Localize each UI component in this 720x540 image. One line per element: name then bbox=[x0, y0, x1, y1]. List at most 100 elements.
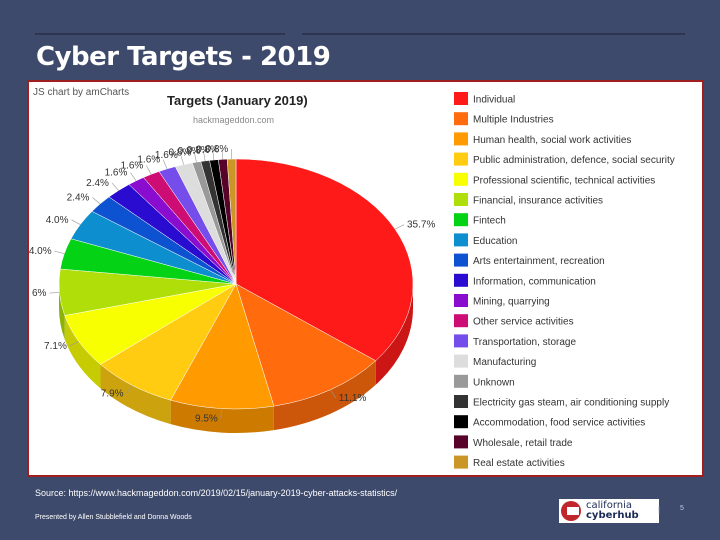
legend-item-label[interactable]: Other service activities bbox=[473, 317, 574, 328]
legend-item-label[interactable]: Mining, quarrying bbox=[473, 297, 550, 308]
presenter-credit: Presented by Allen Stubblefield and Donn… bbox=[35, 514, 192, 521]
slice-label-leader bbox=[49, 292, 60, 294]
pie-chart: JS chart by amCharts Targets (January 20… bbox=[29, 87, 675, 469]
legend-swatch[interactable] bbox=[454, 172, 468, 186]
slice-label: 0.8% bbox=[168, 147, 191, 158]
slice-label: 1.6% bbox=[137, 155, 160, 166]
chart-credit[interactable]: JS chart by amCharts bbox=[33, 87, 129, 98]
legend-item-label[interactable]: Individual bbox=[473, 95, 515, 106]
slice-label-leader bbox=[180, 154, 184, 165]
legend-swatch[interactable] bbox=[454, 395, 468, 408]
title-rule-right bbox=[302, 33, 685, 35]
legend-swatch[interactable] bbox=[454, 92, 468, 105]
legend: Individual Multiple Industries Human healt… bbox=[454, 92, 675, 469]
source-citation: Source: https://www.hackmageddon.com/201… bbox=[35, 488, 398, 498]
slice-label-leader bbox=[126, 385, 133, 394]
slice-label-leader bbox=[394, 224, 405, 230]
chart-watermark: hackmageddon.com bbox=[193, 115, 274, 125]
slice-label-leader bbox=[330, 389, 337, 399]
legend-item-label[interactable]: Human health, social work activities bbox=[473, 135, 631, 146]
slice-label: 11.1% bbox=[339, 393, 367, 404]
legend-swatch[interactable] bbox=[454, 334, 468, 348]
logo-c-icon bbox=[561, 501, 581, 521]
legend-swatch[interactable] bbox=[454, 374, 468, 388]
slice-label: 0.8% bbox=[187, 145, 210, 156]
slice-label-leader bbox=[54, 250, 65, 254]
legend-swatch[interactable] bbox=[454, 415, 468, 429]
footer-divider: | bbox=[658, 505, 661, 514]
slice-label-leader bbox=[71, 219, 81, 225]
slice-label: 0.8% bbox=[178, 146, 201, 157]
slice-label: 1.6% bbox=[155, 150, 178, 161]
slice-label: 0.8% bbox=[206, 144, 229, 155]
legend-swatch[interactable] bbox=[454, 132, 468, 146]
slice-label: 35.7% bbox=[407, 220, 435, 231]
slice-label-leader bbox=[69, 341, 79, 347]
pie-depth bbox=[59, 284, 413, 433]
legend-item-label[interactable]: Multiple Industries bbox=[473, 115, 554, 126]
logo-line-2: cyberhub bbox=[586, 510, 639, 521]
title-rule-left bbox=[35, 33, 285, 35]
legend-swatch[interactable] bbox=[454, 455, 468, 469]
page-number: 5 bbox=[680, 505, 684, 512]
legend-item-label[interactable]: Electricity gas steam, air conditioning … bbox=[473, 398, 669, 409]
slice-label-leader bbox=[221, 149, 224, 160]
slice-label-leader bbox=[193, 152, 197, 163]
pie-slice-side bbox=[100, 364, 171, 425]
slice-label: 9.5% bbox=[195, 414, 218, 425]
legend-item-label[interactable]: Manufacturing bbox=[473, 357, 536, 368]
legend-swatch[interactable] bbox=[454, 253, 468, 267]
slice-label: 2.4% bbox=[67, 192, 90, 203]
slice-label: 7.1% bbox=[44, 341, 67, 352]
legend-item-label[interactable]: Fintech bbox=[473, 216, 506, 227]
slice-label-leader bbox=[203, 151, 206, 161]
pie-slices bbox=[58, 158, 414, 410]
legend-swatch[interactable] bbox=[454, 435, 468, 449]
legend-item-label[interactable]: Transportation, storage bbox=[473, 337, 576, 348]
slice-label: 4.0% bbox=[29, 246, 52, 257]
legend-swatch[interactable] bbox=[454, 294, 468, 307]
chart-frame: JS chart by amCharts Targets (January 20… bbox=[27, 80, 704, 477]
legend-swatch[interactable] bbox=[454, 233, 468, 247]
legend-item-label[interactable]: Unknown bbox=[473, 377, 515, 388]
legend-swatch[interactable] bbox=[454, 354, 468, 368]
slice-label-leader bbox=[111, 182, 119, 191]
legend-item-label[interactable]: Wholesale, retail trade bbox=[473, 438, 573, 449]
slice-label: 1.6% bbox=[105, 168, 128, 179]
slice-label-leader bbox=[92, 197, 101, 205]
legend-item-label[interactable]: Education bbox=[473, 236, 517, 247]
legend-swatch[interactable] bbox=[454, 152, 468, 166]
legend-item-label[interactable]: Professional scientific, technical activ… bbox=[473, 175, 655, 186]
legend-item-label[interactable]: Real estate activities bbox=[473, 458, 565, 469]
slice-label: 4.0% bbox=[46, 215, 69, 226]
slice-label-leader bbox=[130, 172, 137, 182]
legend-swatch[interactable] bbox=[454, 314, 468, 328]
california-cyberhub-logo: california cyberhub bbox=[559, 499, 659, 523]
slide-title: Cyber Targets - 2019 bbox=[36, 42, 331, 72]
slice-label: 6% bbox=[32, 288, 47, 299]
slice-label-leader bbox=[212, 150, 215, 161]
pie-slice-side bbox=[64, 315, 101, 389]
legend-item-label[interactable]: Accommodation, food service activities bbox=[473, 418, 645, 429]
slice-label-leader bbox=[162, 159, 168, 169]
slice-label-leader bbox=[146, 165, 152, 175]
pie-slice-side bbox=[59, 284, 65, 340]
slice-label: 2.4% bbox=[86, 178, 109, 189]
legend-item-label[interactable]: Financial, insurance activities bbox=[473, 196, 603, 207]
legend-swatch[interactable] bbox=[454, 112, 468, 126]
legend-item-label[interactable]: Public administration, defence, social s… bbox=[473, 155, 675, 166]
pie-labels: 35.7% 11.1% 9.5% 7.9% 7.1% 6% 4.0% 4.0% 2.4% 2.4%… bbox=[29, 144, 435, 425]
pie-slice-side bbox=[170, 400, 274, 433]
slice-label: 7.9% bbox=[101, 388, 124, 399]
slice-label: 1.6% bbox=[121, 161, 144, 172]
slice-label: 0.8% bbox=[196, 144, 219, 155]
legend-swatch[interactable] bbox=[454, 273, 468, 287]
logo-line-1: california bbox=[586, 500, 633, 511]
chart-title: Targets (January 2019) bbox=[167, 93, 308, 108]
legend-item-label[interactable]: Information, communication bbox=[473, 276, 596, 287]
legend-swatch[interactable] bbox=[454, 193, 468, 206]
pie-slice-side bbox=[375, 284, 413, 385]
slice-label-leader bbox=[220, 408, 222, 419]
legend-item-label[interactable]: Arts entertainment, recreation bbox=[473, 256, 605, 267]
legend-swatch[interactable] bbox=[454, 213, 468, 227]
